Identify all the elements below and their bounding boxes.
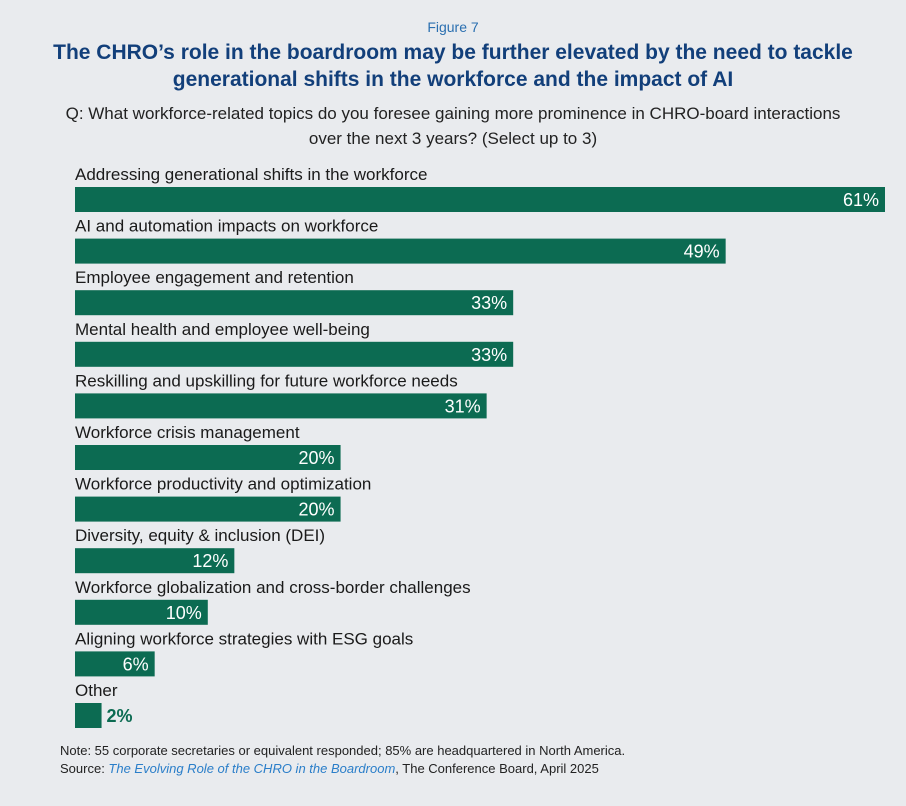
category-label: AI and automation impacts on workforce — [75, 217, 378, 236]
category-label: Aligning workforce strategies with ESG g… — [75, 629, 413, 648]
category-label: Other — [75, 681, 118, 700]
bar — [75, 548, 235, 574]
bar — [75, 238, 726, 264]
data-label: 6% — [123, 654, 149, 674]
source-title-link[interactable]: The Evolving Role of the CHRO in the Boa… — [108, 761, 396, 776]
category-label: Addressing generational shifts in the wo… — [75, 165, 427, 184]
data-label: 12% — [192, 551, 228, 571]
data-label: 49% — [684, 242, 720, 262]
figure-label: Figure 7 — [427, 19, 479, 35]
data-label: 10% — [166, 603, 202, 623]
bar — [75, 290, 514, 316]
data-label: 20% — [299, 448, 335, 468]
category-label: Workforce productivity and optimization — [75, 475, 371, 494]
data-label: 20% — [299, 500, 335, 520]
chart-title: The CHRO’s role in the boardroom may be … — [53, 41, 853, 91]
category-label: Mental health and employee well-being — [75, 320, 370, 339]
source-prefix: Source: — [60, 761, 109, 776]
bar — [75, 599, 208, 625]
bar — [75, 651, 155, 677]
bar — [75, 393, 487, 419]
category-label: Reskilling and upskilling for future wor… — [75, 371, 458, 390]
source-line: Source: The Evolving Role of the CHRO in… — [60, 760, 880, 778]
bar-chart: Addressing generational shifts in the wo… — [75, 165, 885, 728]
bar — [75, 187, 885, 212]
note-text: Note: 55 corporate secretaries or equiva… — [60, 743, 626, 758]
bar — [75, 445, 341, 470]
data-label: 33% — [471, 293, 507, 313]
category-label: Employee engagement and retention — [75, 268, 354, 287]
category-label: Diversity, equity & inclusion (DEI) — [75, 526, 325, 545]
data-label: 31% — [445, 396, 481, 416]
survey-question: Q: What workforce-related topics do you … — [65, 104, 841, 148]
chart-notes: Note: 55 corporate secretaries or equiva… — [60, 742, 880, 778]
bar — [75, 496, 341, 522]
category-label: Workforce globalization and cross-border… — [75, 578, 471, 597]
bar — [75, 703, 102, 728]
category-label: Workforce crisis management — [75, 423, 300, 442]
source-suffix: , The Conference Board, April 2025 — [395, 761, 599, 776]
data-label: 2% — [107, 706, 133, 726]
data-label: 61% — [843, 190, 879, 210]
data-label: 33% — [471, 345, 507, 365]
bar — [75, 341, 514, 367]
